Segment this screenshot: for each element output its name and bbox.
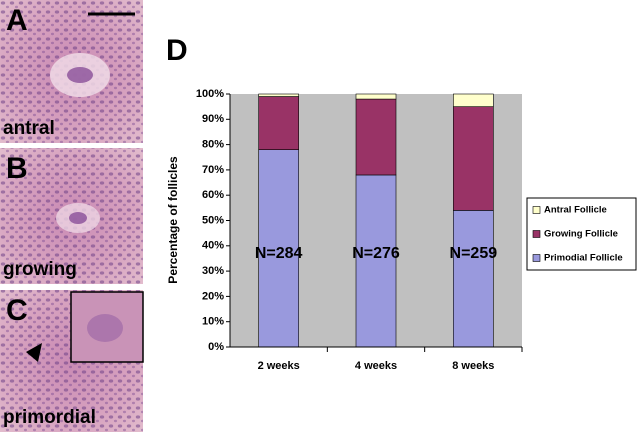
y-tick-label: 50% [202,214,224,226]
annotation: N=284 [255,245,303,262]
legend-swatch [532,206,541,214]
panel-letter: C [6,294,28,327]
panel-a [0,0,143,143]
y-tick-label: 40% [202,240,224,252]
y-tick-label: 10% [202,316,224,328]
y-axis-label: Percentage of follicles [166,156,180,284]
legend-label: Antral Follicle [544,205,607,216]
bar-segment [355,98,397,176]
panel-caption: growing [3,259,77,280]
bar-segment [453,210,494,348]
y-tick-label: 80% [202,139,224,151]
panel-letter: B [6,152,28,185]
panel-c [0,290,144,432]
bar-segment [258,96,299,150]
panel-letter: D [166,34,188,67]
bar-segment [258,149,299,348]
x-tick-label: 4 weeks [355,360,397,372]
bar-segment [453,106,494,211]
y-tick-label: 70% [202,164,224,176]
legend-label: Growing Follicle [544,229,618,240]
legend-swatch [532,230,541,238]
y-tick-label: 100% [196,88,224,100]
annotation: N=259 [450,245,498,262]
panel-caption: antral [3,118,55,139]
annotation: N=276 [352,245,400,262]
x-tick-label: 2 weeks [258,360,300,372]
bar-segment [453,93,494,107]
bar-segment [258,93,299,97]
y-tick-label: 60% [202,189,224,201]
panel-letter: A [6,4,28,37]
legend-swatch [532,254,541,262]
legend-label: Primodial Follicle [544,253,623,264]
panel-b [0,148,143,284]
legend-box [526,197,637,271]
y-tick-label: 90% [202,113,224,125]
x-tick-label: 8 weeks [452,360,494,372]
panel-caption: primordial [3,407,96,428]
y-tick-label: 30% [202,265,224,277]
bar-segment [355,93,397,100]
y-tick-label: 20% [202,290,224,302]
y-tick-label: 0% [208,341,224,353]
